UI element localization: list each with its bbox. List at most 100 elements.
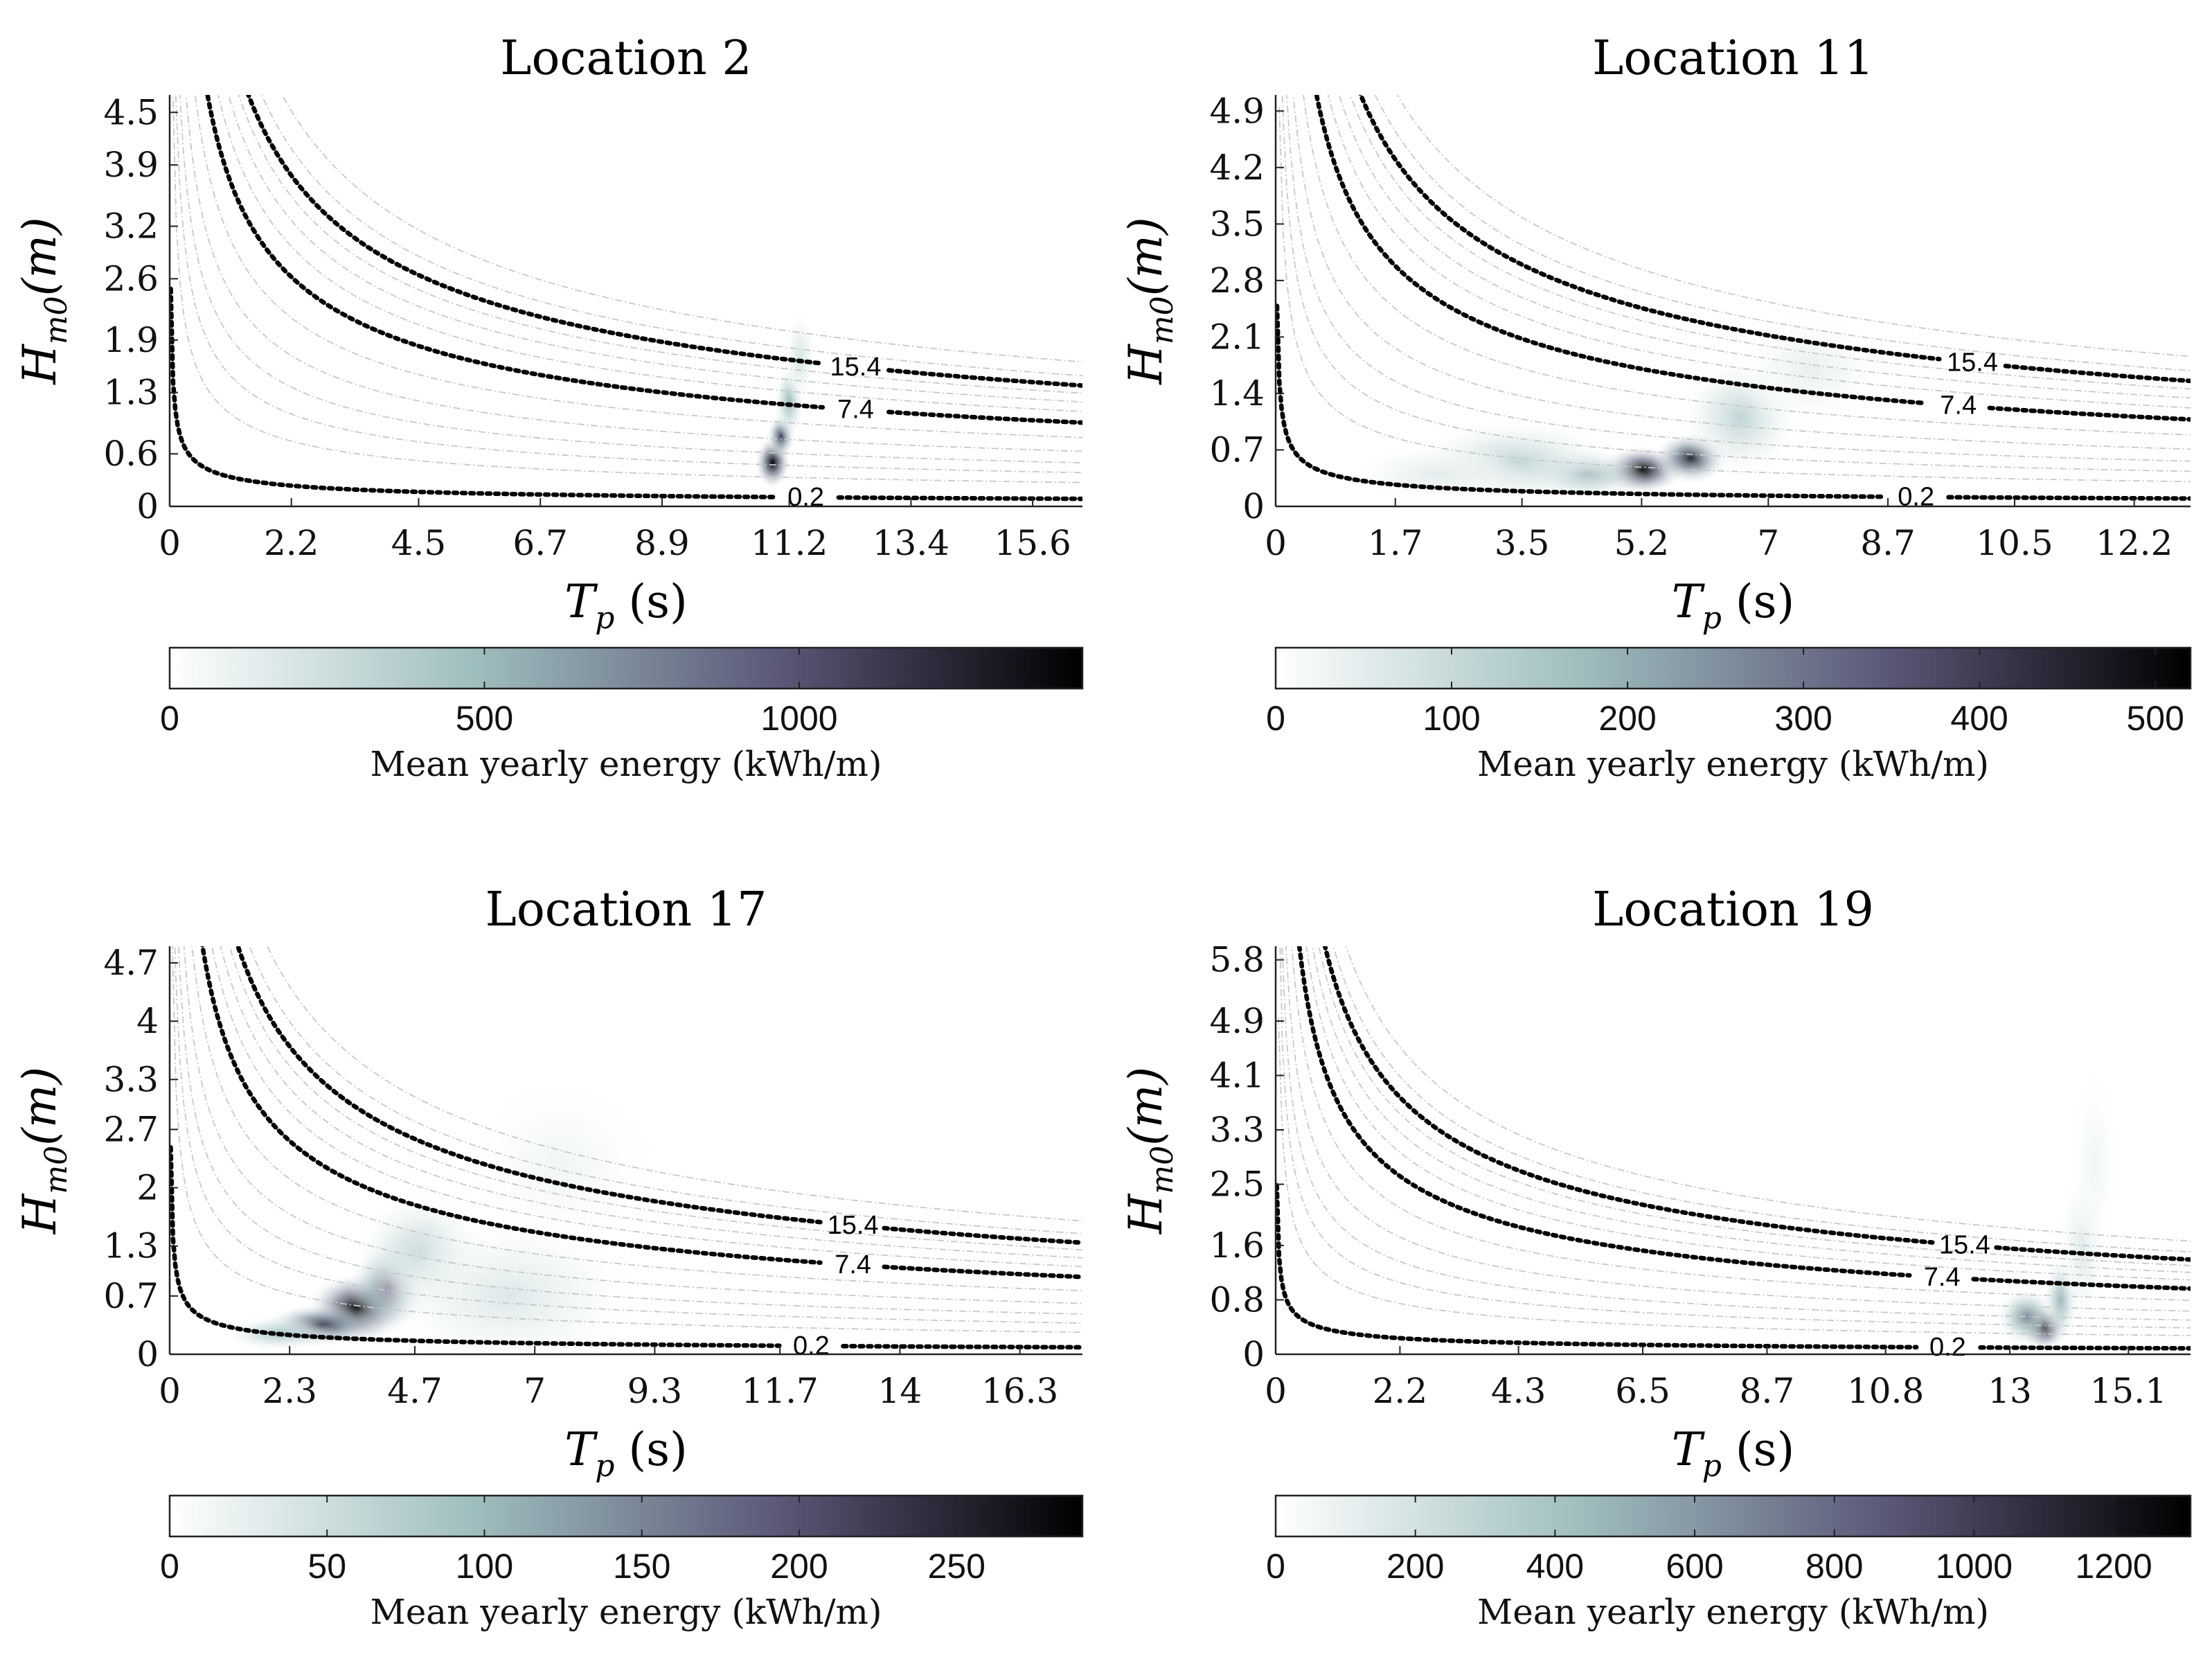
iso-power-curve <box>1327 95 2191 409</box>
colorbar-tick-label: 200 <box>770 1547 828 1586</box>
x-tick-label: 8.7 <box>1740 1371 1795 1411</box>
contour-line-15.4 <box>235 946 1082 1246</box>
y-tick-label: 4.5 <box>103 92 159 132</box>
x-tick-label: 14 <box>878 1371 922 1411</box>
iso-power-curve <box>1303 95 2191 436</box>
x-tick-label: 5.2 <box>1614 523 1670 563</box>
contour-line-0.2 <box>170 286 1082 502</box>
chart-panel-3: 0.2 7.4 15.4 0 2.3 4.7 7 9.3 11.7 14 16.3 0 0.7 1.3 2 2… <box>13 883 1084 1632</box>
y-tick-label: 3.5 <box>1209 204 1265 244</box>
x-tick-label: 4.7 <box>387 1371 443 1411</box>
iso-power-curve <box>194 95 1082 438</box>
colorbar-label: Mean yearly energy (kWh/m) <box>371 744 882 784</box>
iso-power-curve <box>1318 946 2191 1266</box>
plot-area <box>1276 95 2191 506</box>
y-tick-label: 0 <box>136 486 159 526</box>
colorbar-tick-label: 1200 <box>2075 1547 2152 1586</box>
colorbar-tick-label: 800 <box>1805 1547 1863 1586</box>
iso-power-curve <box>1286 95 2191 462</box>
y-tick-label: 1.4 <box>1209 373 1265 414</box>
y-tick-label: 1.9 <box>103 320 159 360</box>
x-tick-label: 16.3 <box>981 1371 1058 1411</box>
contour-line-7.4 <box>1314 95 2191 422</box>
x-axis-label: Tp (s) <box>1672 1423 1795 1484</box>
iso-power-curve <box>220 946 1082 1259</box>
x-tick-label: 7 <box>1757 523 1779 563</box>
iso-power-curve <box>172 946 1082 1333</box>
colorbar-tick-label: 200 <box>1386 1547 1444 1586</box>
y-tick-label: 1.3 <box>103 1226 159 1266</box>
colorbar-tick-label: 500 <box>2126 699 2184 738</box>
iso-power-curve <box>179 95 1082 463</box>
iso-power-curve <box>1278 107 2191 483</box>
iso-power-curve <box>227 95 1082 403</box>
contour-line-7.4 <box>200 946 1082 1279</box>
x-tick-label: 15.1 <box>2090 1371 2167 1411</box>
chart-title: Location 2 <box>500 31 751 86</box>
colorbar-tick-label: 0 <box>1266 699 1285 738</box>
iso-power-curve <box>1338 95 2191 399</box>
y-tick-label: 4.7 <box>103 943 159 983</box>
contour-line-15.4 <box>1322 946 2191 1262</box>
contour-label: 7.4 <box>1940 391 1977 420</box>
y-tick-label: 3.9 <box>103 145 159 185</box>
energy-blob <box>1733 307 1889 432</box>
y-tick-label: 4.9 <box>1209 1001 1265 1041</box>
x-tick-label: 6.7 <box>512 523 568 563</box>
y-tick-label: 0 <box>136 1334 159 1374</box>
iso-power-curve <box>1285 946 2191 1312</box>
y-tick-label: 4.9 <box>1209 91 1265 131</box>
iso-power-curve <box>1305 946 2191 1281</box>
colorbar-label: Mean yearly energy (kWh/m) <box>371 1592 882 1632</box>
iso-power-curve <box>172 95 1082 484</box>
plot-area <box>1276 946 2191 1352</box>
y-tick-label: 4 <box>136 1001 159 1041</box>
chart-panel-2: 0.27.415.40 1.7 3.5 5.2 7 8.7 10.5 12.200.71.42… <box>1119 31 2192 784</box>
iso-power-curve <box>1278 1018 2191 1336</box>
x-tick-label: 0 <box>1265 523 1287 563</box>
chart-panel-4: 0.2 7.4 15.4 0 2.2 4.3 6.5 8.7 10.8 13 15.1 0 0.8 1.6… <box>1119 883 2192 1632</box>
plot-area <box>170 946 1082 1354</box>
y-tick-label: 0 <box>1242 486 1265 526</box>
contour-label: 15.4 <box>830 353 882 382</box>
y-tick-label: 0.7 <box>103 1276 159 1316</box>
y-tick-label: 0.7 <box>1209 429 1265 470</box>
y-axis-label: Hm0(m) <box>1119 1067 1180 1234</box>
contour-label: 7.4 <box>835 1250 871 1279</box>
iso-power-curve <box>1345 946 2191 1242</box>
x-tick-label: 1.7 <box>1368 523 1423 563</box>
contour-line-15.4 <box>246 95 1082 388</box>
iso-power-curve <box>175 95 1082 474</box>
contour-label: 15.4 <box>1947 348 1998 377</box>
colorbar-tick-label: 0 <box>160 1547 179 1586</box>
energy-blob <box>783 309 818 406</box>
x-tick-label: 12.2 <box>2096 523 2173 563</box>
colorbar <box>1274 1494 2192 1538</box>
iso-power-curve <box>1281 946 2191 1321</box>
colorbar-label: Mean yearly energy (kWh/m) <box>1477 744 1989 784</box>
colorbar-tick-label: 1000 <box>760 699 837 738</box>
iso-power-curve <box>185 95 1082 452</box>
x-tick-label: 6.5 <box>1615 1371 1670 1411</box>
y-tick-label: 3.2 <box>103 206 159 247</box>
colorbar-tick-label: 0 <box>160 699 179 738</box>
colorbar-tick-label: 400 <box>1950 699 2008 738</box>
y-tick-label: 2.1 <box>1209 317 1265 357</box>
colorbar-tick-label: 150 <box>613 1547 670 1586</box>
x-tick-label: 2.3 <box>262 1371 317 1411</box>
x-tick-label: 8.7 <box>1860 523 1916 563</box>
contour-line-0.2 <box>1276 1182 2191 1351</box>
y-tick-label: 2.5 <box>1209 1164 1265 1205</box>
iso-power-curve <box>1279 946 2191 1329</box>
x-tick-label: 13.4 <box>873 523 949 563</box>
x-tick-label: 4.3 <box>1491 1371 1546 1411</box>
colorbar-tick-label: 600 <box>1666 1547 1723 1586</box>
contour-label: 7.4 <box>837 396 874 425</box>
colorbar-tick-label: 0 <box>1266 1547 1285 1586</box>
y-tick-label: 1.3 <box>103 373 159 413</box>
iso-power-curve <box>1281 95 2191 472</box>
contour-label: 15.4 <box>828 1211 879 1240</box>
colorbar-tick-label: 100 <box>456 1547 513 1586</box>
colorbar-tick-label: 200 <box>1598 699 1656 738</box>
y-tick-label: 2.6 <box>103 258 159 299</box>
